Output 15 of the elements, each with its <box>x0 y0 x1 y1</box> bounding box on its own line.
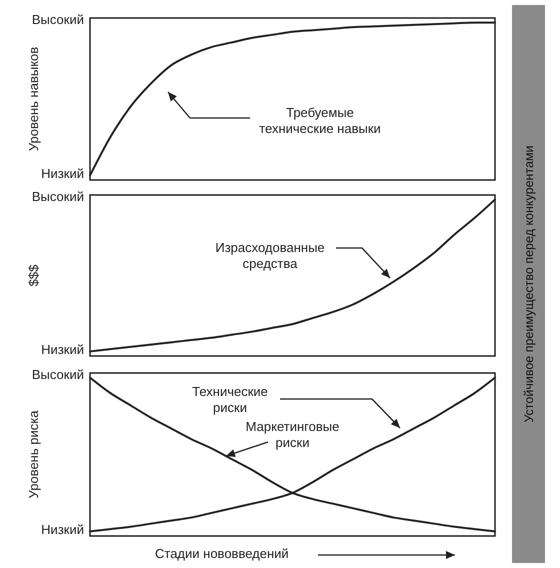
annotation: Низкий <box>40 166 84 182</box>
x-axis-title: Стадии нововведений <box>155 546 289 561</box>
annotation: Низкий <box>40 342 84 358</box>
annotation: Высокий <box>30 12 84 28</box>
annotation: Технические риски <box>191 384 269 416</box>
annotation: Высокий <box>30 367 84 383</box>
annotation: Израсходованные средства <box>214 240 326 272</box>
y-axis-title: Уровень навыков <box>26 46 41 152</box>
annotation: Высокий <box>30 189 84 205</box>
text: Устойчивое преимущество перед конкурентами <box>522 145 536 423</box>
annotation: Требуемые технические навыки <box>258 105 382 137</box>
annotation: Маркетинговые риски <box>244 419 340 451</box>
y-axis-title: $$$ <box>26 264 41 286</box>
y-axis-title: Уровень риска <box>26 410 41 498</box>
annotation: Низкий <box>40 522 84 538</box>
